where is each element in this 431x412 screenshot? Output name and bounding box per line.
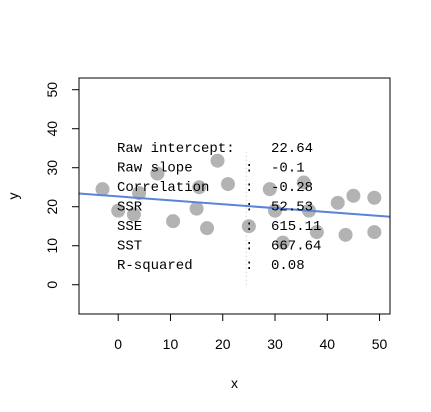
regression-line (78, 192, 391, 218)
points-layer (95, 153, 382, 250)
x-axis: 0 10 20 30 40 50 (114, 313, 388, 352)
stats-value: 0.08 (271, 258, 305, 274)
y-axis: 0 10 20 30 40 50 (44, 82, 80, 289)
data-point (262, 182, 277, 197)
y-axis-label: y (5, 193, 21, 200)
lines-layer (78, 152, 391, 285)
data-point (241, 219, 256, 234)
data-point (132, 186, 147, 201)
x-tick-label: 10 (163, 336, 179, 352)
stats-label: R-squared (117, 258, 193, 274)
stats-label: SST (117, 239, 142, 255)
y-tick-label: 0 (44, 281, 60, 289)
x-tick-label: 40 (319, 336, 335, 352)
x-tick-label: 0 (114, 336, 122, 352)
data-point (210, 153, 225, 168)
data-point (126, 207, 141, 222)
x-tick-label: 20 (215, 336, 231, 352)
data-point (338, 227, 353, 242)
stats-colon: : (245, 258, 253, 274)
y-tick-label: 40 (44, 121, 60, 137)
data-point (192, 180, 207, 195)
stats-label: SSR (117, 200, 143, 216)
y-tick-label: 30 (44, 160, 60, 176)
data-point (330, 195, 345, 210)
stats-colon: : (245, 161, 253, 177)
data-point (95, 182, 110, 197)
data-point (150, 166, 165, 181)
stats-colon: : (226, 141, 234, 157)
data-point (296, 175, 311, 190)
stats-value: -0.28 (271, 180, 313, 196)
stats-colon: : (245, 200, 253, 216)
x-tick-label: 50 (372, 336, 388, 352)
stats-value: -0.1 (271, 161, 305, 177)
y-tick-label: 50 (44, 82, 60, 98)
stats-label: Correlation (117, 180, 209, 196)
data-point (275, 235, 290, 250)
data-point (367, 190, 382, 205)
data-point (309, 225, 324, 240)
y-tick-label: 10 (44, 238, 60, 254)
y-tick-label: 20 (44, 199, 60, 215)
stats-colon: : (245, 239, 253, 255)
data-point (166, 214, 181, 229)
stats-value: 52.53 (271, 200, 313, 216)
stats-value: 22.64 (271, 141, 313, 157)
data-point (220, 177, 235, 192)
stats-value: 667.64 (271, 239, 321, 255)
stats-layer: Raw intercept: 22.64 Raw slope: -0.1 Correla… (117, 141, 321, 274)
data-point (111, 203, 126, 218)
data-point (189, 201, 204, 216)
stats-label: Raw slope (117, 161, 193, 177)
stats-label: Raw intercept (117, 141, 226, 157)
stats-label: SSE (117, 219, 142, 235)
x-axis-label: x (231, 375, 238, 391)
stats-value: 615.11 (271, 219, 321, 235)
data-point (346, 188, 361, 203)
stats-colon: : (245, 180, 253, 196)
data-point (200, 221, 215, 236)
data-point (367, 225, 382, 240)
stats-colon: : (245, 219, 253, 235)
x-tick-label: 30 (267, 336, 283, 352)
